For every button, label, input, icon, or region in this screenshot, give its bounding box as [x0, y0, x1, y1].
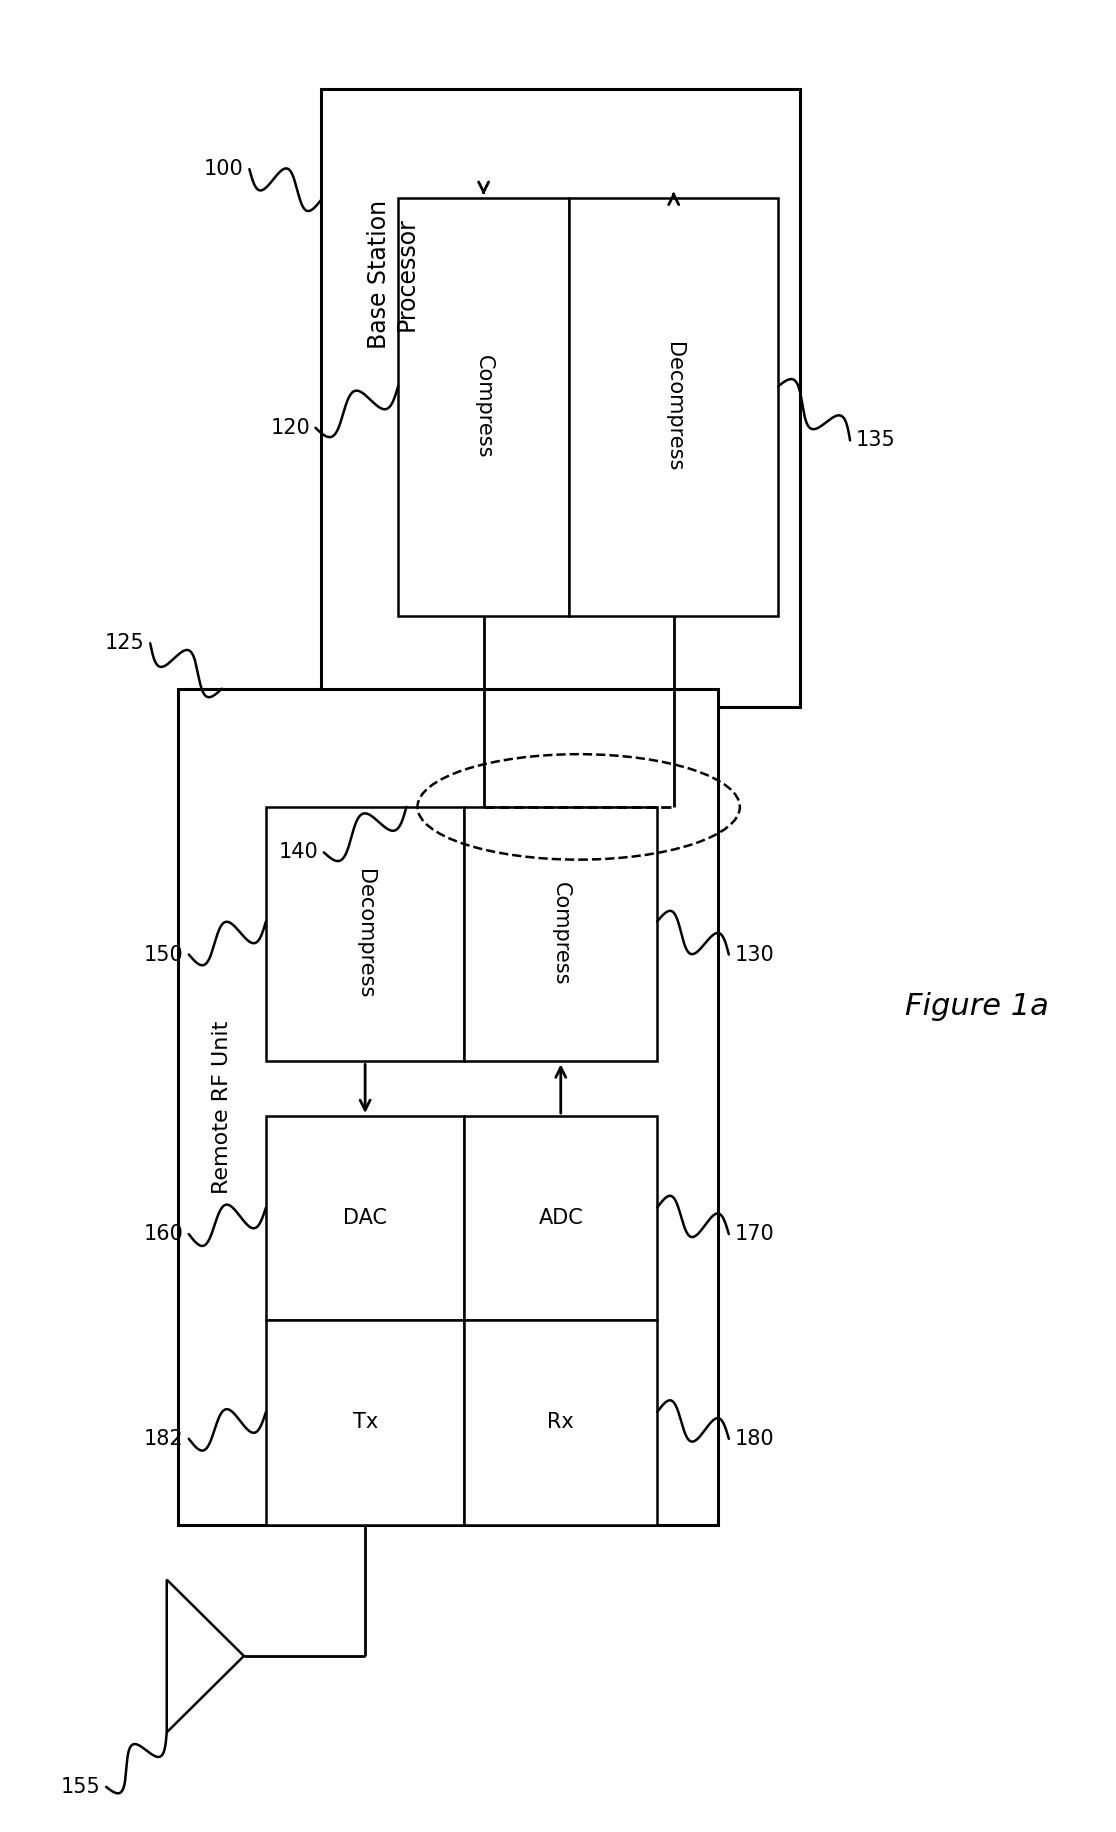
Text: Compress: Compress — [473, 355, 493, 458]
Text: 140: 140 — [279, 843, 318, 863]
Text: Figure 1a: Figure 1a — [905, 993, 1049, 1022]
Text: Remote RF Unit: Remote RF Unit — [212, 1020, 232, 1194]
Text: Base Station
Processor: Base Station Processor — [367, 200, 418, 348]
Text: 182: 182 — [144, 1429, 183, 1449]
Bar — [398, 198, 569, 616]
Text: 160: 160 — [144, 1224, 183, 1244]
Text: 125: 125 — [105, 634, 145, 654]
Text: 180: 180 — [734, 1429, 775, 1449]
Text: 150: 150 — [144, 945, 183, 964]
Text: 120: 120 — [270, 418, 310, 438]
Text: DAC: DAC — [343, 1207, 387, 1227]
Bar — [464, 806, 657, 1061]
Text: Decompress: Decompress — [355, 870, 375, 998]
Text: 130: 130 — [734, 945, 775, 964]
Bar — [321, 88, 800, 707]
Text: Tx: Tx — [353, 1412, 377, 1433]
Text: 100: 100 — [204, 159, 244, 180]
Bar — [266, 806, 464, 1061]
Bar — [266, 1319, 464, 1524]
Bar — [266, 1116, 464, 1319]
Bar — [569, 198, 779, 616]
Text: 155: 155 — [61, 1777, 100, 1797]
Text: Decompress: Decompress — [664, 343, 684, 471]
Bar — [464, 1116, 657, 1319]
Text: 135: 135 — [856, 431, 895, 451]
Text: ADC: ADC — [538, 1207, 584, 1227]
Text: Compress: Compress — [551, 883, 570, 986]
Bar — [177, 689, 718, 1524]
Polygon shape — [166, 1579, 244, 1733]
Text: Rx: Rx — [547, 1412, 574, 1433]
Bar — [464, 1319, 657, 1524]
Text: 170: 170 — [734, 1224, 775, 1244]
